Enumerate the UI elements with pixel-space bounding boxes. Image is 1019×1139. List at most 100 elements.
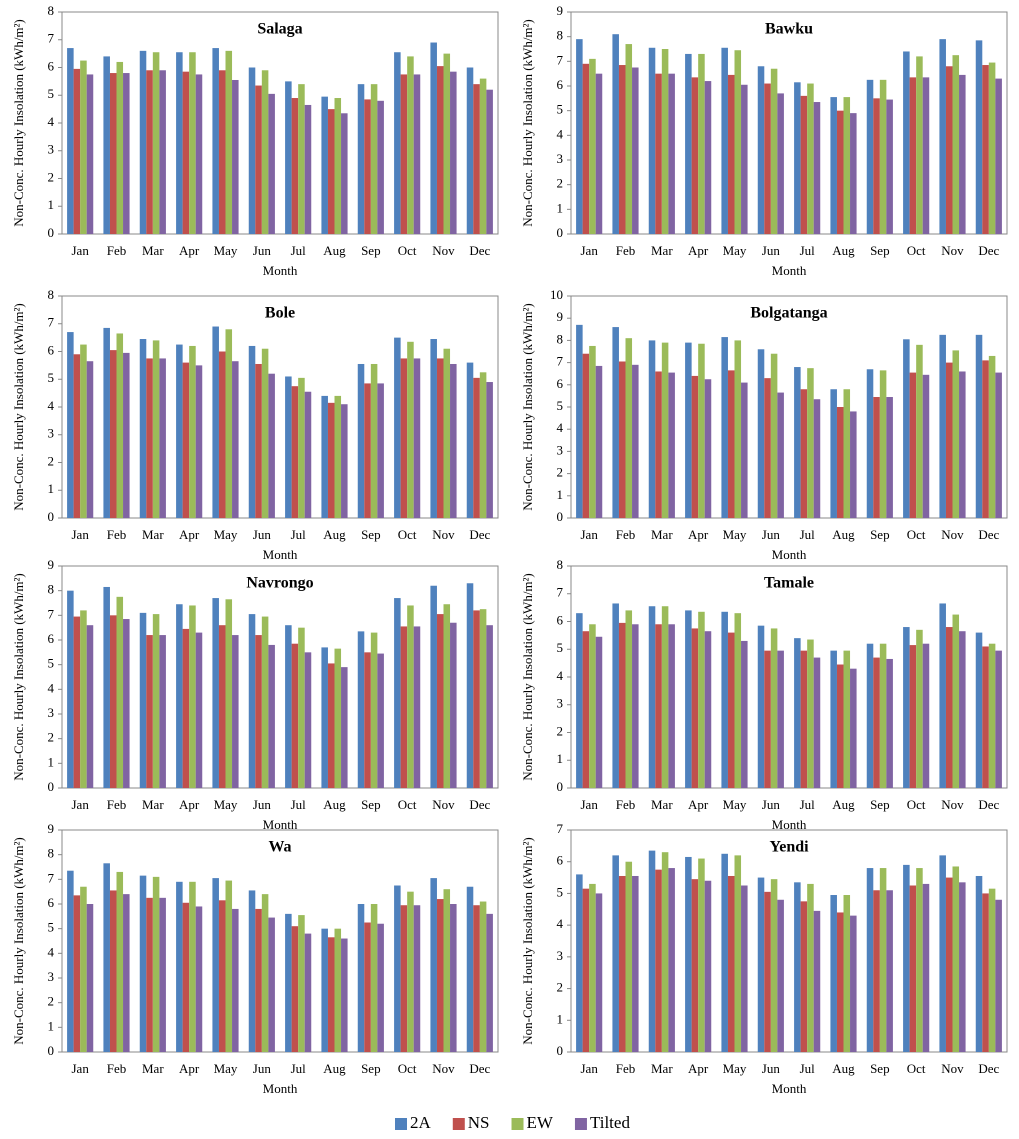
bar (807, 639, 814, 788)
bar (777, 93, 784, 235)
y-tick-label: 6 (48, 631, 55, 646)
bar (879, 868, 887, 1052)
bar (879, 643, 887, 788)
bar (182, 628, 190, 788)
bar (261, 894, 269, 1052)
bar (612, 34, 619, 235)
bar (334, 98, 342, 235)
bar (916, 56, 923, 235)
y-tick-label: 4 (557, 668, 564, 683)
y-tick-label: 3 (48, 426, 55, 441)
x-tick-label: Jul (800, 243, 816, 258)
x-axis-label: Month (263, 817, 298, 832)
bar (139, 339, 147, 518)
bar (625, 861, 633, 1052)
x-tick-label: Nov (941, 527, 964, 542)
bar (582, 631, 590, 788)
bar (109, 73, 117, 234)
bar (341, 938, 348, 1052)
x-tick-label: Dec (978, 1061, 999, 1076)
bar (176, 604, 183, 788)
y-tick-label: 7 (48, 870, 55, 885)
bar (291, 926, 299, 1052)
x-tick-label: Oct (398, 243, 417, 258)
bar (86, 74, 94, 234)
bar (370, 84, 378, 235)
bar (800, 901, 808, 1052)
bar (413, 358, 421, 518)
bar (995, 78, 1002, 234)
y-tick-label: 8 (48, 287, 55, 302)
y-tick-label: 8 (557, 557, 564, 572)
y-tick-label: 5 (48, 920, 55, 935)
bar (152, 876, 160, 1052)
bar (982, 65, 989, 235)
bar (261, 616, 269, 788)
y-tick-label: 7 (557, 821, 564, 836)
bar (298, 377, 305, 518)
bar (430, 339, 437, 518)
x-tick-label: Nov (432, 243, 455, 258)
y-tick-label: 4 (48, 398, 55, 413)
bar (668, 372, 675, 518)
bar (400, 626, 408, 788)
y-axis-label: Non-Conc. Hourly Insolation (kWh/m²) (520, 303, 535, 511)
bar (370, 632, 378, 788)
x-tick-label: Nov (432, 1061, 455, 1076)
bar (632, 364, 639, 518)
legend-swatch (452, 1118, 465, 1130)
bar (959, 882, 966, 1052)
bar (321, 647, 328, 788)
bar (255, 85, 262, 234)
bar (668, 868, 675, 1052)
bar (873, 657, 880, 788)
bar (813, 657, 821, 788)
y-tick-label: 3 (557, 442, 564, 457)
x-tick-label: Sep (870, 1061, 890, 1076)
bar (952, 866, 960, 1052)
chart-title: Bolgatanga (750, 305, 827, 322)
y-tick-label: 6 (48, 58, 55, 73)
bar (400, 905, 408, 1052)
x-tick-label: Oct (907, 243, 926, 258)
x-tick-label: Dec (978, 527, 999, 542)
bar (945, 362, 953, 518)
bar (952, 55, 960, 234)
y-tick-label: 1 (48, 754, 55, 769)
bar (770, 353, 778, 518)
bar (589, 883, 596, 1052)
y-axis-label: Non-Conc. Hourly Insolation (kWh/m²) (11, 19, 26, 227)
bar (612, 327, 619, 518)
y-tick-label: 8 (48, 582, 55, 597)
x-tick-label: Jun (253, 1061, 272, 1076)
y-tick-label: 4 (48, 944, 55, 959)
bar (836, 407, 844, 518)
bar (903, 339, 910, 518)
bar (466, 67, 474, 234)
bar (304, 391, 312, 518)
bar (632, 624, 639, 788)
bar (916, 629, 923, 788)
bar (939, 39, 946, 235)
x-tick-label: Nov (432, 527, 455, 542)
bar (959, 74, 966, 235)
x-tick-label: Aug (323, 1061, 346, 1076)
bar (576, 324, 583, 518)
bar (813, 399, 821, 518)
bar (741, 640, 748, 788)
bar (988, 62, 996, 234)
x-tick-label: Jul (291, 527, 307, 542)
bar (195, 74, 203, 234)
x-tick-label: Dec (978, 797, 999, 812)
bar (109, 615, 117, 788)
bar (625, 44, 633, 234)
bar (916, 868, 923, 1052)
bar (212, 326, 219, 518)
bar (479, 901, 487, 1052)
bar (734, 50, 742, 234)
bar (879, 370, 887, 518)
bar (334, 928, 342, 1052)
bar (116, 333, 124, 518)
bar (261, 70, 269, 235)
bar (327, 937, 335, 1052)
